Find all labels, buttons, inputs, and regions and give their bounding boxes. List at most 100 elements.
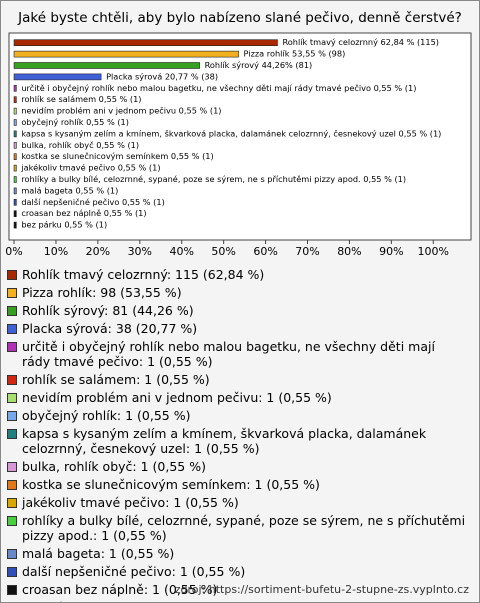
legend-entry: kapsa s kysaným zelím a kmínem, škvarkov… [7,426,467,456]
legend-entry: bez párku: 1 (0,55 %) [7,600,467,602]
legend-entry: určitě i obyčejný rohlík nebo malou bage… [7,339,467,369]
legend-swatch [7,498,17,508]
bar [13,187,17,195]
bar [13,210,17,217]
bar [13,142,17,149]
legend-label: croasan bez náplně: 1 (0,55 %) [22,582,218,597]
bar-label: Pizza rohlík 53,55 % (98) [244,49,346,59]
legend-label: určitě i obyčejný rohlík nebo malou bage… [22,339,435,369]
x-tick-label: 10% [44,245,68,258]
legend-swatch [7,270,17,280]
legend: Rohlík tmavý celozrnný: 115 (62,84 %) Piz… [7,267,467,602]
legend-entry: obyčejný rohlík: 1 (0,55 %) [7,408,467,423]
bar [13,62,200,69]
legend-swatch [7,342,17,352]
legend-entry: rohlík se salámem: 1 (0,55 %) [7,372,467,387]
legend-entry: croasan bez náplně: 1 (0,55 %) [7,582,467,597]
legend-label: malá bageta: 1 (0,55 %) [22,546,175,561]
legend-label: obyčejný rohlík: 1 (0,55 %) [22,408,191,423]
legend-swatch [7,393,17,403]
legend-swatch [7,324,17,334]
legend-label: rohlík se salámem: 1 (0,55 %) [22,372,210,387]
legend-entry: kostka se slunečnicovým semínkem: 1 (0,5… [7,477,467,492]
bar [13,39,278,47]
legend-entry: bulka, rohlík obyč: 1 (0,55 %) [7,459,467,474]
legend-label: jakékoliv tmavé pečivo: 1 (0,55 %) [22,495,239,510]
legend-label: Rohlík sýrový: 81 (44,26 %) [22,303,194,318]
legend-entry: další nepšeničné pečivo: 1 (0,55 %) [7,564,467,579]
bar [13,50,239,58]
legend-entry: Pizza rohlík: 98 (53,55 %) [7,285,467,300]
x-tick-label: 0% [5,245,22,258]
legend-label: rohlíky a bulky bílé, celozrnné, sypané,… [22,513,466,543]
bar [13,73,102,81]
legend-swatch [7,516,17,526]
x-tick-label: 50% [211,245,235,258]
legend-entry: Placka sýrová: 38 (20,77 %) [7,321,467,336]
bar-label: rohlík se salámem 0,55 % (1) [21,94,141,104]
legend-swatch [7,411,17,421]
legend-label: bulka, rohlík obyč: 1 (0,55 %) [22,459,206,474]
bar-label: Rohlík tmavý celozrnný 62,84 % (115) [282,37,439,47]
bar-label: určitě i obyčejný rohlík nebo malou bage… [21,83,416,93]
bar-label: jakékoliv tmavé pečivo 0,55 % (1) [20,163,160,173]
legend-entry: Rohlík sýrový: 81 (44,26 %) [7,303,467,318]
bar-label: croasan bez náplně 0,55 % (1) [21,208,146,218]
bar [13,85,17,92]
legend-label: další nepšeničné pečivo: 1 (0,55 %) [22,564,246,579]
x-tick-label: 100% [418,245,449,258]
bar-label: nevidím problém ani v jednom pečivu 0,55… [21,106,221,116]
legend-swatch [7,375,17,385]
bar [13,153,17,160]
bar [13,176,17,183]
bar-label: Rohlík sýrový 44,26% (81) [205,60,313,70]
legend-entry: malá bageta: 1 (0,55 %) [7,546,467,561]
bar-label: Placka sýrová 20,77 % (38) [106,71,218,81]
chart-title: Jaké byste chtěli, aby bylo nabízeno sla… [17,10,462,26]
legend-label: nevidím problém ani v jednom pečivu: 1 (… [22,390,332,405]
legend-swatch [7,462,17,472]
bar [13,199,17,206]
legend-label: kapsa s kysaným zelím a kmínem, škvarkov… [22,426,427,456]
legend-label: bez párku: 1 (0,55 %) [22,600,157,602]
legend-swatch [7,429,17,439]
source: zdroj: https://sortiment-bufetu-2-stupne… [174,583,469,596]
legend-label: Rohlík tmavý celozrnný: 115 (62,84 %) [22,267,265,282]
x-tick-label: 80% [337,245,361,258]
x-tick-label: 90% [379,245,403,258]
legend-label: Placka sýrová: 38 (20,77 %) [22,321,198,336]
legend-entry: rohlíky a bulky bílé, celozrnné, sypané,… [7,513,467,543]
legend-swatch [7,585,17,595]
legend-label: kostka se slunečnicovým semínkem: 1 (0,5… [22,477,320,492]
legend-entry: jakékoliv tmavé pečivo: 1 (0,55 %) [7,495,467,510]
bar-label: obyčejný rohlík 0,55 % (1) [21,117,129,127]
bar [13,107,17,115]
bar-label: rohlíky a bulky bílé, celozrnné, sypané,… [21,174,406,184]
legend-swatch [7,288,17,298]
legend-entry: Rohlík tmavý celozrnný: 115 (62,84 %) [7,267,467,282]
x-tick-label: 70% [295,245,319,258]
bar [13,130,17,138]
bar [13,164,17,172]
bar-label: kapsa s kysaným zelím a kmínem, škvarkov… [21,128,441,138]
bar-label: další nepšeničné pečivo 0,55 % (1) [21,197,164,207]
bar [13,221,17,229]
x-tick-label: 40% [169,245,193,258]
legend-swatch [7,549,17,559]
bar-label: kostka se slunečnicovým semínkem 0,55 % … [21,151,213,161]
bar [13,96,17,103]
bar-label: bez párku 0,55 % (1) [21,220,107,230]
x-tick-label: 20% [86,245,110,258]
bar [13,119,17,126]
x-tick-label: 60% [253,245,277,258]
x-tick-label: 30% [128,245,152,258]
bar-label: malá bageta 0,55 % (1) [21,185,118,195]
bar-label: bulka, rohlík obyč 0,55 % (1) [21,140,139,150]
legend-entry: nevidím problém ani v jednom pečivu: 1 (… [7,390,467,405]
legend-swatch [7,480,17,490]
legend-label: Pizza rohlík: 98 (53,55 %) [22,285,182,300]
legend-swatch [7,567,17,577]
chart: Jaké byste chtěli, aby bylo nabízeno sla… [5,10,472,258]
legend-swatch [7,306,17,316]
